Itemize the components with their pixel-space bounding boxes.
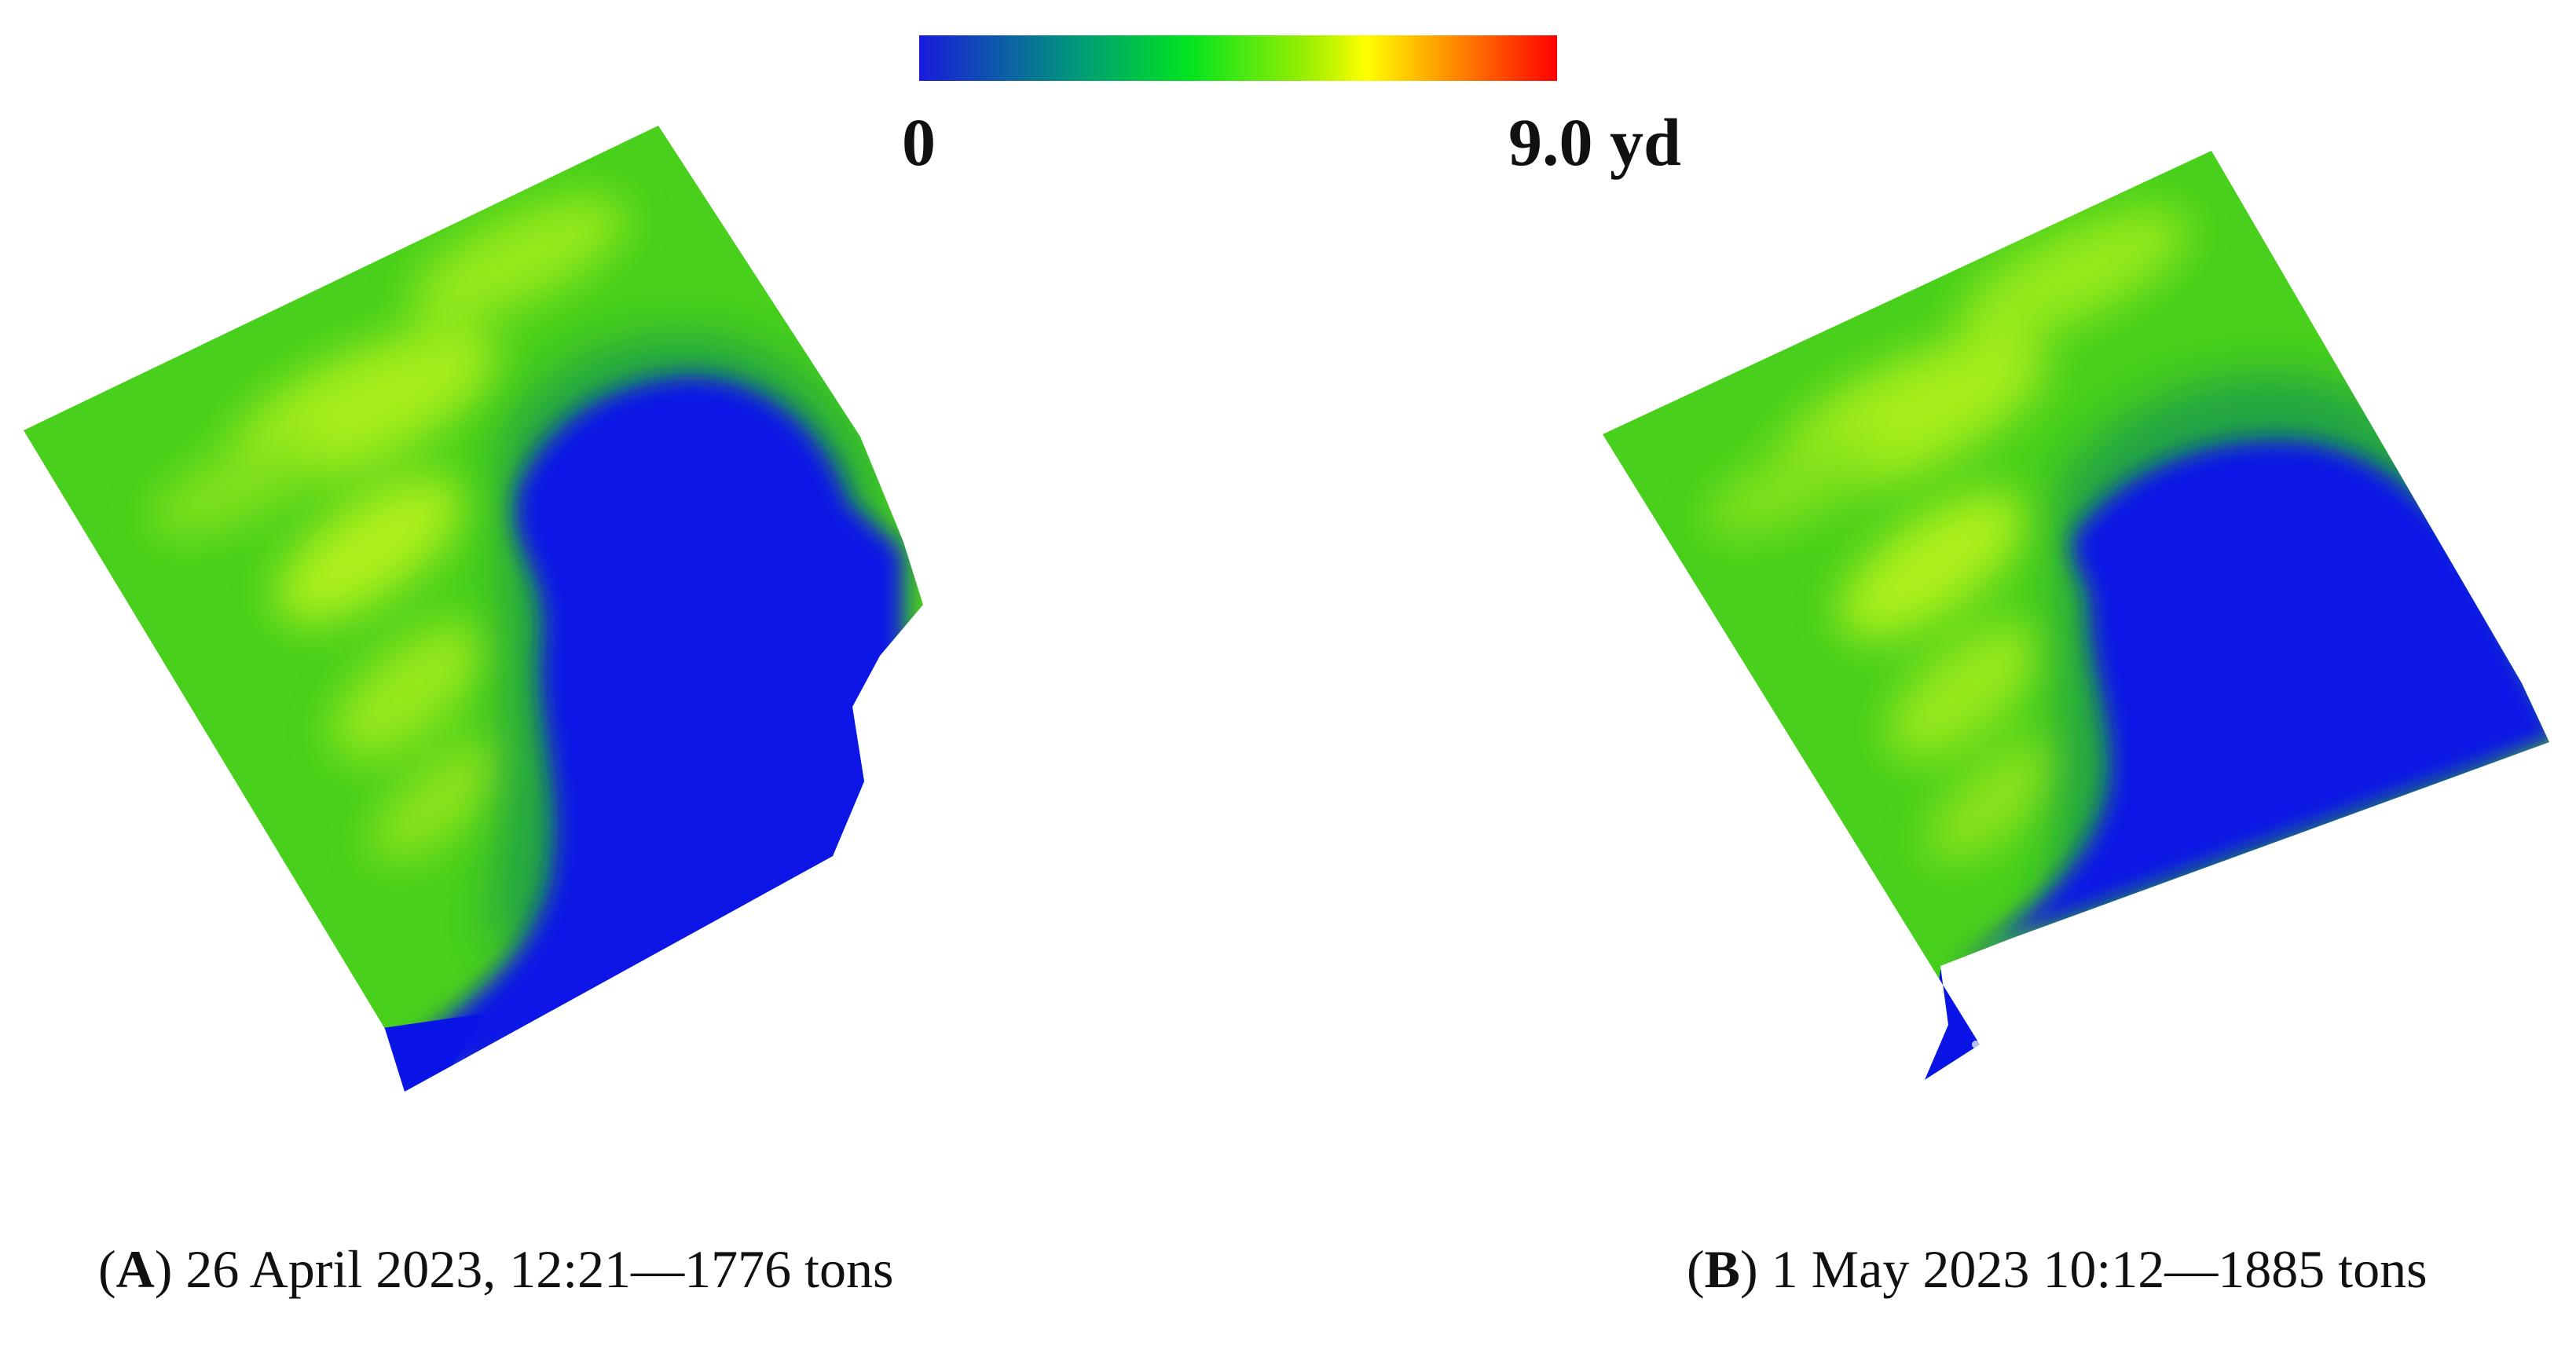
caption-panel-a: (A) 26 April 2023, 12:21—1776 tons	[98, 1239, 894, 1299]
caption-panel-b-text: 1 May 2023 10:12—1885 tons	[1757, 1239, 2428, 1299]
panel-a-heightmap	[24, 126, 923, 1092]
caption-panel-a-letter: A	[115, 1239, 155, 1299]
colorbar-min-label: 0	[902, 104, 936, 180]
caption-panel-a-text: 26 April 2023, 12:21—1776 tons	[172, 1239, 894, 1299]
caption-panel-b-letter: B	[1704, 1239, 1741, 1299]
caption-panel-b: (B) 1 May 2023 10:12—1885 tons	[1687, 1239, 2428, 1299]
colorbar-max-label: 9.0 yd	[1508, 104, 1681, 180]
panel-b-heightmap	[1603, 151, 2549, 1080]
colorbar-gradient	[919, 35, 1557, 81]
